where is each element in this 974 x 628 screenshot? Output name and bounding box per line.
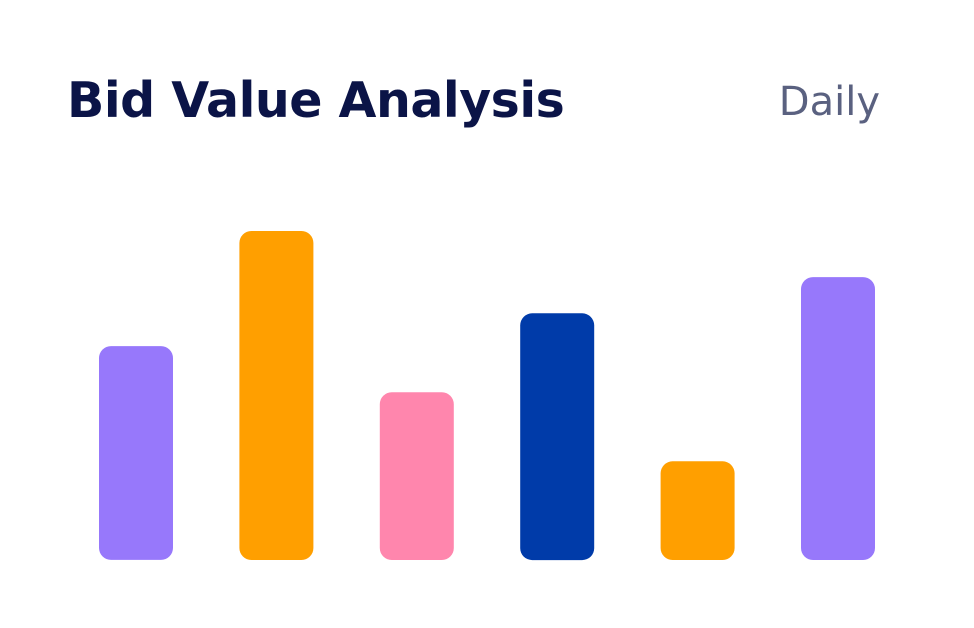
chart-title: Bid Value Analysis	[67, 72, 565, 129]
bar-2[interactable]	[239, 231, 314, 560]
bar-5[interactable]	[660, 461, 735, 560]
bar-4[interactable]	[520, 313, 595, 561]
bar-1[interactable]	[99, 346, 173, 560]
bar-3[interactable]	[379, 392, 454, 560]
period-selector[interactable]: Daily	[778, 79, 880, 125]
bar-6[interactable]	[801, 277, 875, 560]
